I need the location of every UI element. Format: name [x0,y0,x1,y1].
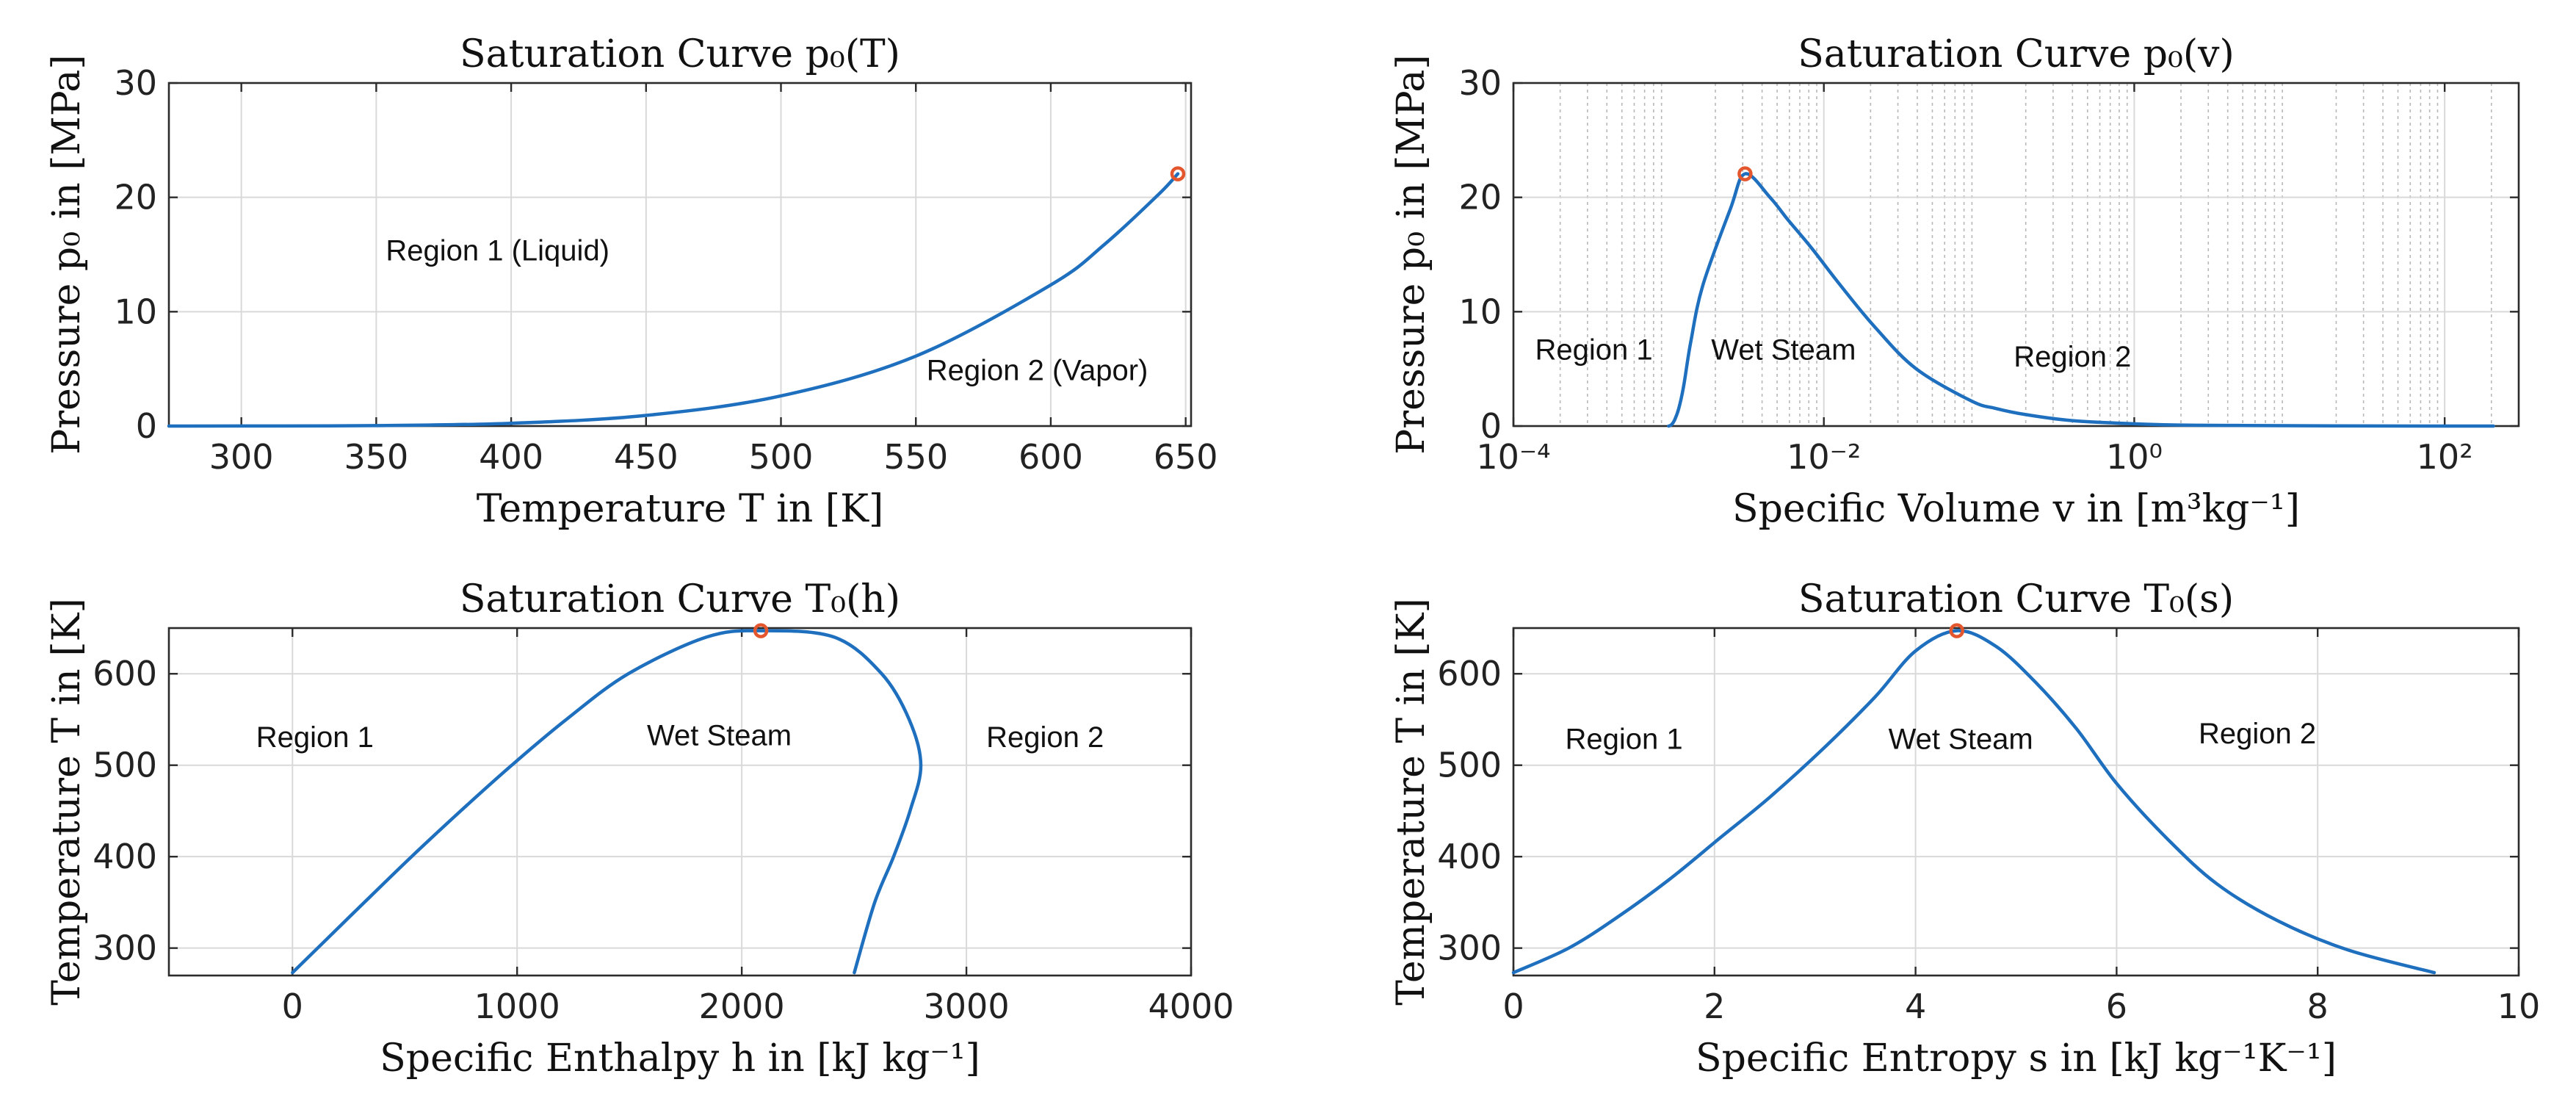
x-tick-label: 500 [749,437,814,477]
y-axis-label: Pressure p₀ in [MPa] [45,54,89,454]
region-annotation: Region 1 (Liquid) [386,234,609,267]
y-tick-label: 20 [1458,178,1502,217]
saturation-curve-line [1667,172,2495,428]
x-tick-label: 4 [1905,987,1926,1026]
chart-title: Saturation Curve T₀(s) [1798,577,2234,621]
y-tick-label: 400 [93,837,157,876]
region-annotation: Region 1 [1535,334,1653,367]
x-tick-label: 550 [883,437,948,477]
x-tick-label: 2000 [699,987,785,1026]
x-axis-label: Specific Enthalpy h in [kJ kg⁻¹] [380,1036,980,1081]
region-annotation: Wet Steam [647,719,792,751]
chart-panel-p0-vs-T: 300 350 400 450 500 550 600 650 0 10 20 30 Region 1 … [45,32,1218,531]
y-tick-label: 20 [114,178,157,217]
chart-title: Saturation Curve p₀(v) [1798,32,2235,76]
axes-frame [1512,82,2520,428]
x-tick-label: 8 [2307,987,2329,1026]
y-axis-label: Temperature T in [K] [1389,598,1433,1005]
y-axis-label: Temperature T in [K] [45,598,89,1005]
region-annotation: Region 2 [2014,341,2131,373]
y-tick-label: 500 [1437,746,1502,785]
chart-panel-T0-vs-s: 0 2 4 6 8 10 300 400 500 600 Region 1 Wet Steam Regi… [1389,577,2540,1081]
region-annotation: Region 1 [1566,723,1683,755]
x-tick-label: 10⁰ [2106,437,2163,477]
chart-panel-T0-vs-h: 0 1000 2000 3000 4000 300 400 500 600 Region 1 Wet… [45,577,1234,1081]
chart-panel-p0-vs-v: 10⁻⁴ 10⁻² 10⁰ 10² 0 10 20 30 Region 1 Wet Steam Re… [1389,32,2520,531]
x-tick-label: 450 [614,437,679,477]
y-tick-label: 30 [1458,63,1502,103]
region-annotation: Region 1 [256,721,374,754]
x-axis-label: Specific Volume v in [m³kg⁻¹] [1732,487,2300,531]
x-tick-label: 10 [2497,987,2541,1026]
y-tick-label: 0 [1480,406,1502,446]
x-tick-label: 650 [1154,437,1218,477]
region-annotation: Region 2 [2199,718,2316,750]
x-axis-label: Temperature T in [K] [477,487,883,531]
y-tick-label: 10 [1458,292,1502,331]
x-tick-label: 3000 [924,987,1010,1026]
region-annotation: Wet Steam [1711,334,1856,367]
x-tick-label: 600 [1019,437,1083,477]
critical-point-marker [1170,166,1186,181]
x-tick-label: 0 [282,987,303,1026]
x-tick-label: 2 [1704,987,1725,1026]
y-tick-label: 600 [93,654,157,693]
x-tick-label: 400 [479,437,543,477]
y-tick-label: 0 [136,406,157,446]
x-tick-label: 10² [2417,437,2473,477]
x-tick-label: 4000 [1148,987,1234,1026]
y-tick-label: 30 [114,63,157,103]
region-annotation: Region 2 [986,721,1104,754]
x-axis-label: Specific Entropy s in [kJ kg⁻¹K⁻¹] [1696,1036,2337,1081]
y-tick-label: 300 [1437,928,1502,968]
chart-title: Saturation Curve p₀(T) [460,32,900,76]
y-tick-label: 600 [1437,654,1502,693]
x-tick-label: 350 [344,437,408,477]
saturation-curve-line [291,629,923,975]
y-tick-label: 500 [93,746,157,785]
critical-point-marker [1949,623,1964,638]
region-annotation: Region 2 (Vapor) [927,355,1148,387]
critical-point-marker [753,623,769,638]
y-tick-label: 400 [1437,837,1502,876]
x-tick-label: 0 [1502,987,1524,1026]
x-tick-label: 6 [2106,987,2127,1026]
y-tick-label: 300 [93,928,157,968]
axes-frame [167,82,1193,428]
y-axis-label: Pressure p₀ in [MPa] [1389,54,1433,454]
y-tick-label: 10 [114,292,157,331]
axes-frame [167,627,1193,977]
x-tick-label: 10⁻⁴ [1476,437,1550,477]
chart-title: Saturation Curve T₀(h) [460,577,900,621]
saturation-curve-line [167,172,1180,428]
x-tick-label: 1000 [474,987,560,1026]
region-annotation: Wet Steam [1889,723,2033,755]
axes-frame [1512,627,2520,977]
critical-point-marker [1737,166,1753,181]
x-tick-label: 10⁻² [1787,437,1861,477]
saturation-curve-line [1511,629,2436,975]
x-tick-label: 300 [209,437,274,477]
